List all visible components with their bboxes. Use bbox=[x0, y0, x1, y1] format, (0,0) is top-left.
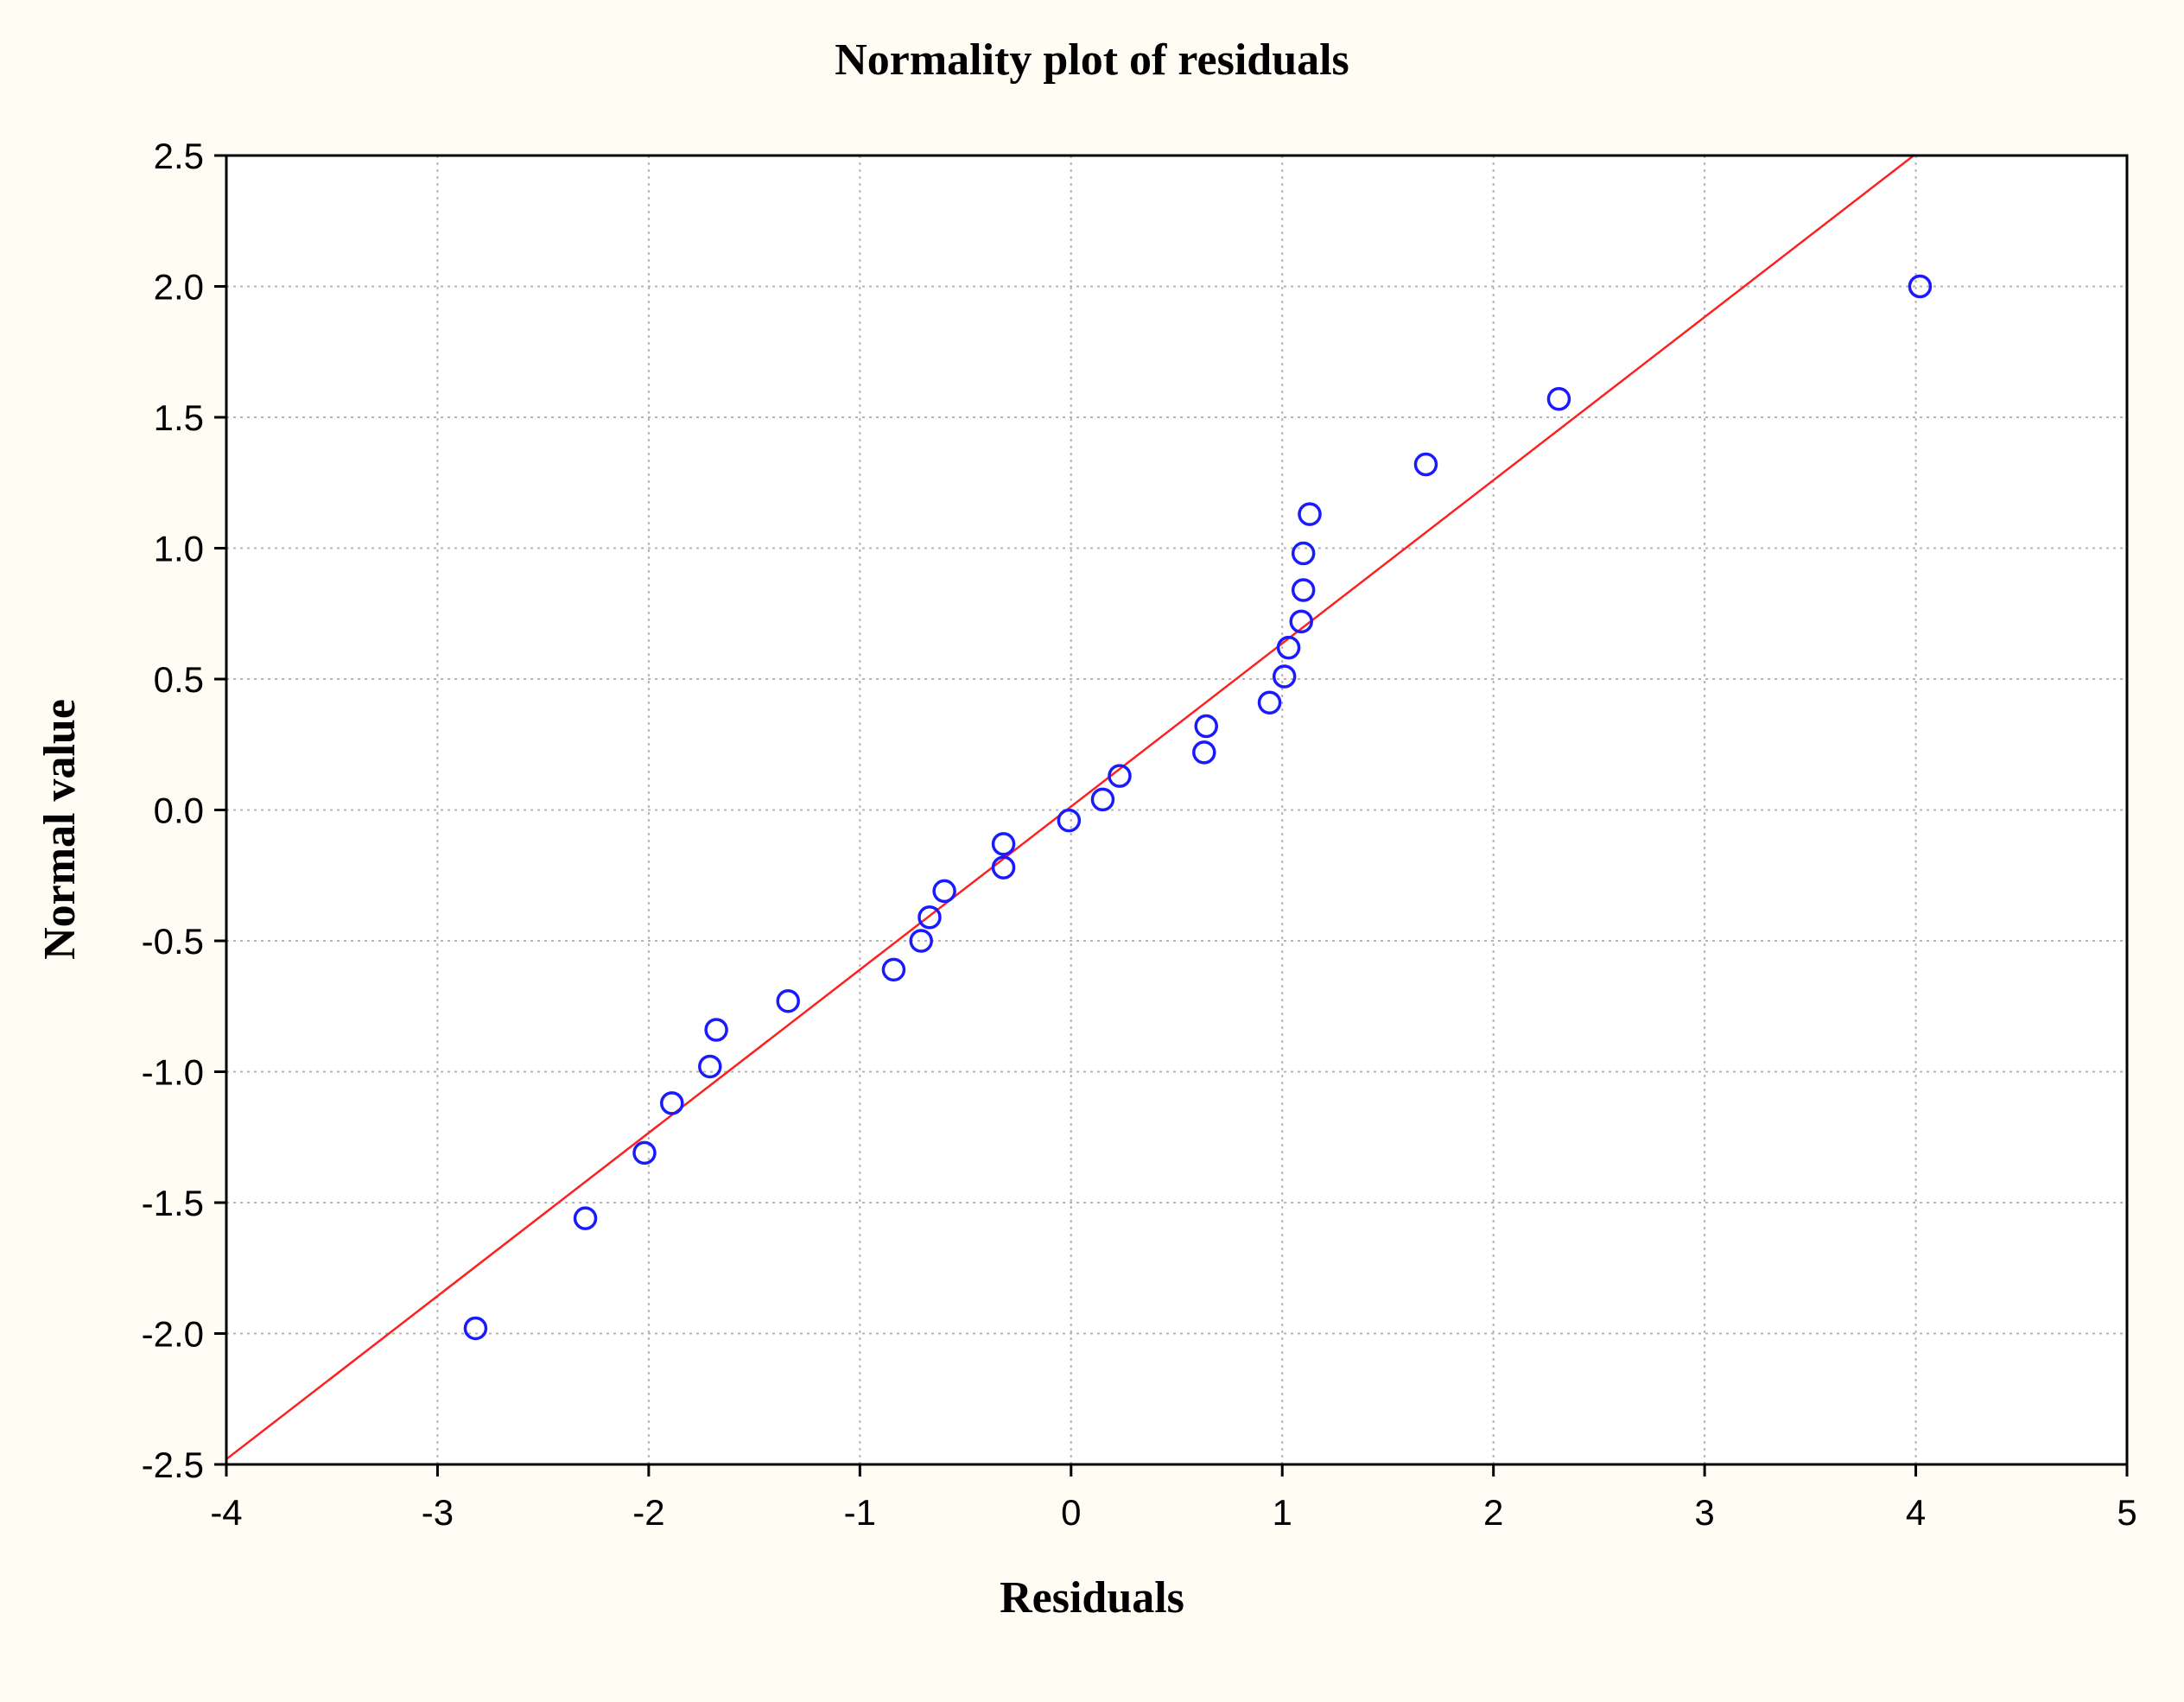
x-tick-label: -2 bbox=[632, 1492, 664, 1533]
data-point bbox=[909, 929, 933, 953]
y-tick-label: 0.0 bbox=[154, 791, 204, 831]
data-point bbox=[1291, 578, 1316, 602]
fit-line bbox=[225, 155, 1914, 1460]
x-tick-label: 3 bbox=[1694, 1492, 1714, 1533]
x-tick-label: -1 bbox=[844, 1492, 876, 1533]
data-point bbox=[1057, 808, 1082, 833]
y-tick-label: 1.5 bbox=[154, 397, 204, 438]
data-point bbox=[881, 957, 906, 982]
y-tick-label: -1.5 bbox=[142, 1183, 204, 1223]
data-point bbox=[463, 1316, 488, 1341]
data-point bbox=[1192, 740, 1216, 765]
data-points bbox=[463, 274, 1933, 1341]
data-point bbox=[632, 1140, 657, 1165]
data-point bbox=[573, 1206, 598, 1230]
data-point bbox=[1090, 787, 1115, 812]
x-tick-label: 5 bbox=[2117, 1492, 2136, 1533]
grid-lines bbox=[226, 156, 2127, 1464]
y-tick-label: 1.0 bbox=[154, 529, 204, 569]
x-tick-label: 1 bbox=[1273, 1492, 1292, 1533]
data-point bbox=[1276, 635, 1301, 660]
data-point bbox=[776, 988, 800, 1013]
data-point bbox=[932, 879, 956, 904]
x-axis-label: Residuals bbox=[1000, 1573, 1184, 1623]
y-tick-label: 2.0 bbox=[154, 267, 204, 308]
x-tick-label: 4 bbox=[1906, 1492, 1926, 1533]
data-point bbox=[1413, 452, 1438, 477]
chart-title: Normality plot of residuals bbox=[835, 35, 1349, 85]
y-tick-label: -0.5 bbox=[142, 921, 204, 962]
x-tick-label: 2 bbox=[1483, 1492, 1503, 1533]
data-point bbox=[1194, 714, 1218, 739]
x-tick-label: 0 bbox=[1061, 1492, 1081, 1533]
data-point bbox=[1291, 541, 1316, 566]
x-tick-label: -4 bbox=[210, 1492, 242, 1533]
y-axis-label: Normal value bbox=[35, 699, 85, 960]
data-point bbox=[698, 1054, 722, 1079]
axis-ticks: -4 -3 -2 -1 0 1 2 3 4 5 2.5 2.0 1.5 1.0 0.5 0.0 -0.5 -1.0… bbox=[142, 136, 2137, 1533]
data-point bbox=[704, 1018, 728, 1042]
data-point bbox=[1108, 764, 1132, 788]
data-point bbox=[1908, 274, 1933, 299]
data-point bbox=[991, 832, 1016, 856]
data-point bbox=[1546, 387, 1571, 411]
y-tick-label: -2.5 bbox=[142, 1445, 204, 1485]
data-point bbox=[660, 1091, 684, 1115]
data-point bbox=[917, 905, 942, 930]
data-point bbox=[1257, 690, 1282, 715]
y-tick-label: -1.0 bbox=[142, 1052, 204, 1093]
x-tick-label: -3 bbox=[422, 1492, 454, 1533]
data-point bbox=[1289, 609, 1313, 634]
fit-line-layer bbox=[225, 155, 1914, 1460]
data-point bbox=[1272, 664, 1297, 689]
y-tick-label: -2.0 bbox=[142, 1314, 204, 1355]
y-tick-label: 2.5 bbox=[154, 136, 204, 176]
data-point bbox=[1298, 502, 1322, 526]
y-tick-label: 0.5 bbox=[154, 659, 204, 700]
data-point bbox=[991, 855, 1016, 880]
